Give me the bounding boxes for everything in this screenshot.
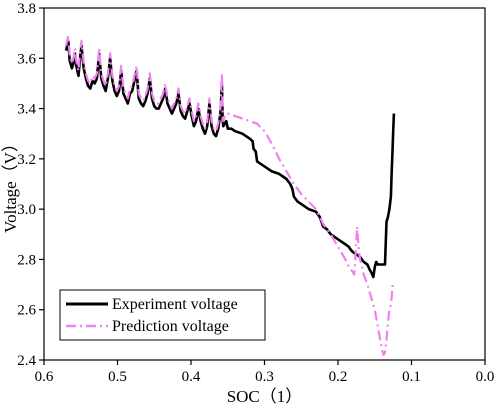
x-tick-label: 0.0 [476, 369, 495, 385]
y-tick-label: 2.8 [17, 252, 36, 268]
legend: Experiment voltage Prediction voltage [59, 289, 266, 341]
legend-box [59, 289, 266, 341]
x-axis-title: SOC（1） [227, 387, 303, 406]
x-tick-label: 0.5 [108, 369, 127, 385]
y-tick-label: 2.6 [17, 303, 36, 319]
y-tick-label: 3.2 [17, 152, 36, 168]
tick-layer: 0.6 0.5 0.4 0.3 0.2 0.1 0.0 2.4 2.6 2.8 3.0 3.2 3.4 3… [17, 1, 494, 385]
plot-frame [43, 7, 486, 361]
legend-label-prediction: Prediction voltage [112, 318, 229, 335]
y-tick-label: 3.8 [17, 1, 36, 17]
x-tick-label: 0.6 [35, 369, 54, 385]
y-tick-label: 3.0 [17, 202, 36, 218]
x-tick-label: 0.2 [329, 369, 348, 385]
y-axis-title: Voltage（V） [1, 135, 20, 233]
x-tick-label: 0.4 [182, 369, 201, 385]
y-tick-label: 3.6 [17, 51, 36, 67]
series-layer [64, 34, 396, 357]
x-tick-label: 0.3 [255, 369, 274, 385]
legend-label-experiment: Experiment voltage [112, 296, 238, 313]
y-tick-label: 2.4 [17, 353, 36, 369]
y-tick-label: 3.4 [17, 102, 36, 118]
x-tick-label: 0.1 [402, 369, 421, 385]
series-line-prediction [65, 34, 395, 357]
series-line-experiment [64, 39, 396, 279]
